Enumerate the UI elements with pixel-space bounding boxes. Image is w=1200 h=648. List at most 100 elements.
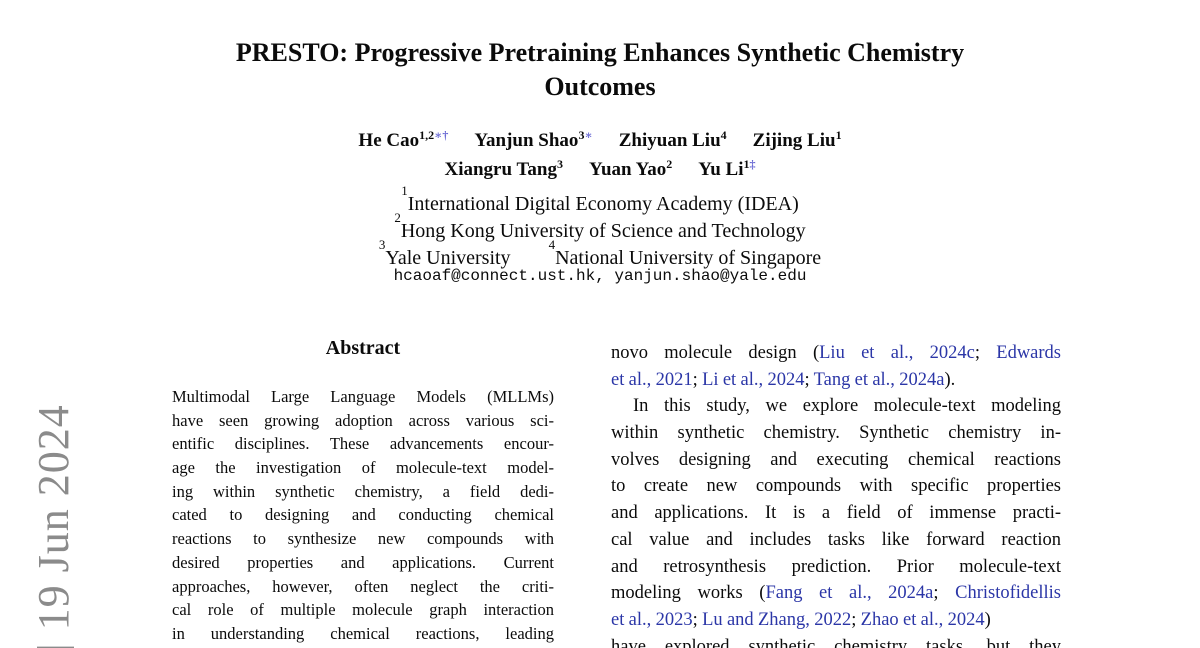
- author-name-text: Yuan Yao: [588, 159, 667, 180]
- text-segment: ;: [974, 343, 997, 363]
- author-name: Zhiyuan Liu4: [618, 128, 727, 151]
- author-name-text: Zijing Liu: [752, 130, 836, 151]
- text-segment: ;: [851, 609, 861, 630]
- author-affiliation-mark: 4: [720, 128, 727, 142]
- text-segment: ;: [692, 609, 703, 630]
- affiliation-item: 1International Digital Economy Academy (…: [401, 183, 799, 215]
- citation-link[interactable]: et al., 2021: [611, 369, 693, 390]
- citation-link[interactable]: Lu and Zhang, 2022: [702, 609, 852, 630]
- text-segment: volves designing and executing chemical …: [611, 449, 1061, 470]
- citation-link[interactable]: Zhao et al., 2024: [860, 609, 985, 630]
- affiliation-line: 1International Digital Economy Academy (…: [0, 183, 1200, 215]
- affiliation-text: Hong Kong University of Science and Tech…: [400, 219, 806, 242]
- author-affiliation-mark: 1: [835, 128, 842, 142]
- text-segment: and applications. It is a field of immen…: [611, 503, 1061, 524]
- body-line: and retrosynthesis prediction. Prior mol…: [611, 554, 1061, 581]
- author-name-text: Zhiyuan Liu: [618, 130, 721, 151]
- paper-title-line-1: PRESTO: Progressive Pretraining Enhances…: [235, 38, 965, 67]
- abstract-line: approaches, however, often neglect the c…: [172, 576, 554, 596]
- abstract-line: entific disciplines. These advancements …: [172, 434, 554, 454]
- email-line: hcaoaf@connect.ust.hk, yanjun.shao@yale.…: [393, 267, 807, 285]
- affiliation-superscript: 2: [394, 210, 401, 225]
- introduction-column: novo molecule design (Liu et al., 2024c;…: [611, 340, 1061, 648]
- body-line: cal value and includes tasks like forwar…: [611, 527, 1061, 554]
- paper-title-line-2: Outcomes: [544, 72, 656, 101]
- text-segment: modeling works (: [611, 583, 766, 604]
- text-segment: ;: [804, 369, 814, 390]
- body-line: to create new compounds with specific pr…: [611, 473, 1061, 500]
- affiliation-superscript: 4: [548, 237, 556, 252]
- citation-link[interactable]: Li et al., 2024: [702, 369, 805, 390]
- abstract-line: in understanding chemical reactions, lea…: [172, 623, 554, 643]
- abstract-line: cated to designing and conducting chemic…: [172, 505, 554, 525]
- author-superscript: 1,2∗†: [419, 128, 448, 142]
- author-affiliation-mark: 2: [666, 157, 673, 171]
- abstract-line: reactions to synthesize new compounds wi…: [172, 529, 554, 549]
- body-line: novo molecule design (Liu et al., 2024c;…: [611, 340, 1061, 367]
- author-name-text: Xiangru Tang: [444, 159, 557, 180]
- author-block: He Cao1,2∗† Yanjun Shao3∗ Zhiyuan Liu4 Ziji…: [0, 126, 1200, 184]
- affiliation-text: Yale University: [385, 246, 511, 269]
- abstract-line: cal role of multiple molecule graph inte…: [172, 600, 554, 620]
- paper-title: PRESTO: Progressive Pretraining Enhances…: [0, 36, 1200, 104]
- abstract-column: Abstract Multimodal Large Language Model…: [172, 337, 554, 646]
- abstract-heading: Abstract: [325, 337, 401, 359]
- citation-link[interactable]: Christofidellis: [955, 583, 1061, 604]
- author-footnote-mark: ∗: [584, 128, 593, 142]
- citation-link[interactable]: Fang et al., 2024a: [765, 583, 934, 604]
- author-line: Xiangru Tang3 Yuan Yao2 Yu Li1‡: [0, 155, 1200, 184]
- affiliation-item: 4National University of Singapore: [549, 237, 822, 269]
- author-affiliation-mark: 3: [556, 157, 563, 171]
- author-name: He Cao1,2∗†: [358, 128, 448, 151]
- text-segment: ;: [692, 369, 703, 390]
- citation-link[interactable]: Edwards: [996, 343, 1061, 363]
- author-affiliation-mark: 3: [578, 128, 585, 142]
- text-segment: have explored synthetic chemistry tasks,…: [611, 636, 1061, 648]
- author-affiliation-mark: 1,2: [419, 128, 435, 142]
- affiliation-line: 2Hong Kong University of Science and Tec…: [0, 210, 1200, 242]
- author-name: Yanjun Shao3∗: [474, 128, 592, 151]
- text-segment: ): [984, 609, 991, 630]
- abstract-body: Multimodal Large Language Models (MLLMs)…: [172, 385, 554, 646]
- author-superscript: 3∗: [578, 128, 592, 142]
- affiliation-block: 1International Digital Economy Academy (…: [0, 183, 1200, 269]
- body-line: modeling works (Fang et al., 2024a; Chri…: [611, 580, 1061, 607]
- text-segment: ).: [944, 369, 956, 390]
- citation-link[interactable]: Tang et al., 2024a: [813, 369, 945, 390]
- author-name: Xiangru Tang3: [444, 157, 563, 180]
- abstract-line: Multimodal Large Language Models (MLLMs): [172, 387, 554, 406]
- citation-link[interactable]: et al., 2023: [611, 609, 693, 630]
- author-superscript: 3: [557, 157, 563, 171]
- affiliation-superscript: 1: [401, 183, 408, 198]
- author-footnote-mark: ∗†: [434, 128, 449, 142]
- affiliation-text: International Digital Economy Academy (I…: [407, 192, 799, 215]
- body-line: and applications. It is a field of immen…: [611, 500, 1061, 527]
- author-superscript: 1‡: [744, 157, 756, 171]
- body-line: In this study, we explore molecule-text …: [611, 393, 1061, 420]
- affiliation-text: National University of Singapore: [555, 246, 822, 269]
- author-name-text: Yu Li: [698, 159, 744, 180]
- text-segment: novo molecule design (: [611, 343, 820, 363]
- body-line: within synthetic chemistry. Synthetic ch…: [611, 420, 1061, 447]
- abstract-line: have seen growing adoption across variou…: [172, 410, 554, 430]
- citation-link[interactable]: Liu et al., 2024c: [819, 343, 975, 363]
- arxiv-watermark: ] 19 Jun 2024: [29, 404, 78, 648]
- author-name-text: He Cao: [358, 130, 420, 151]
- affiliation-item: 2Hong Kong University of Science and Tec…: [394, 210, 806, 242]
- affiliation-item: 3Yale University: [379, 237, 511, 269]
- body-line: have explored synthetic chemistry tasks,…: [611, 634, 1061, 648]
- abstract-line: age the investigation of molecule-text m…: [172, 458, 554, 478]
- author-name: Yu Li1‡: [698, 157, 756, 180]
- body-line: et al., 2023; Lu and Zhang, 2022; Zhao e…: [611, 607, 1061, 634]
- body-line: volves designing and executing chemical …: [611, 447, 1061, 474]
- affiliation-superscript: 3: [378, 237, 386, 252]
- text-segment: cal value and includes tasks like forwar…: [611, 529, 1061, 550]
- author-line: He Cao1,2∗† Yanjun Shao3∗ Zhiyuan Liu4 Ziji…: [0, 126, 1200, 155]
- text-segment: within synthetic chemistry. Synthetic ch…: [611, 423, 1061, 444]
- text-segment: and retrosynthesis prediction. Prior mol…: [611, 556, 1061, 577]
- author-name-text: Yanjun Shao: [474, 130, 579, 151]
- abstract-line: desired properties and applications. Cur…: [172, 552, 554, 572]
- author-superscript: 2: [666, 157, 672, 171]
- author-superscript: 1: [836, 128, 842, 142]
